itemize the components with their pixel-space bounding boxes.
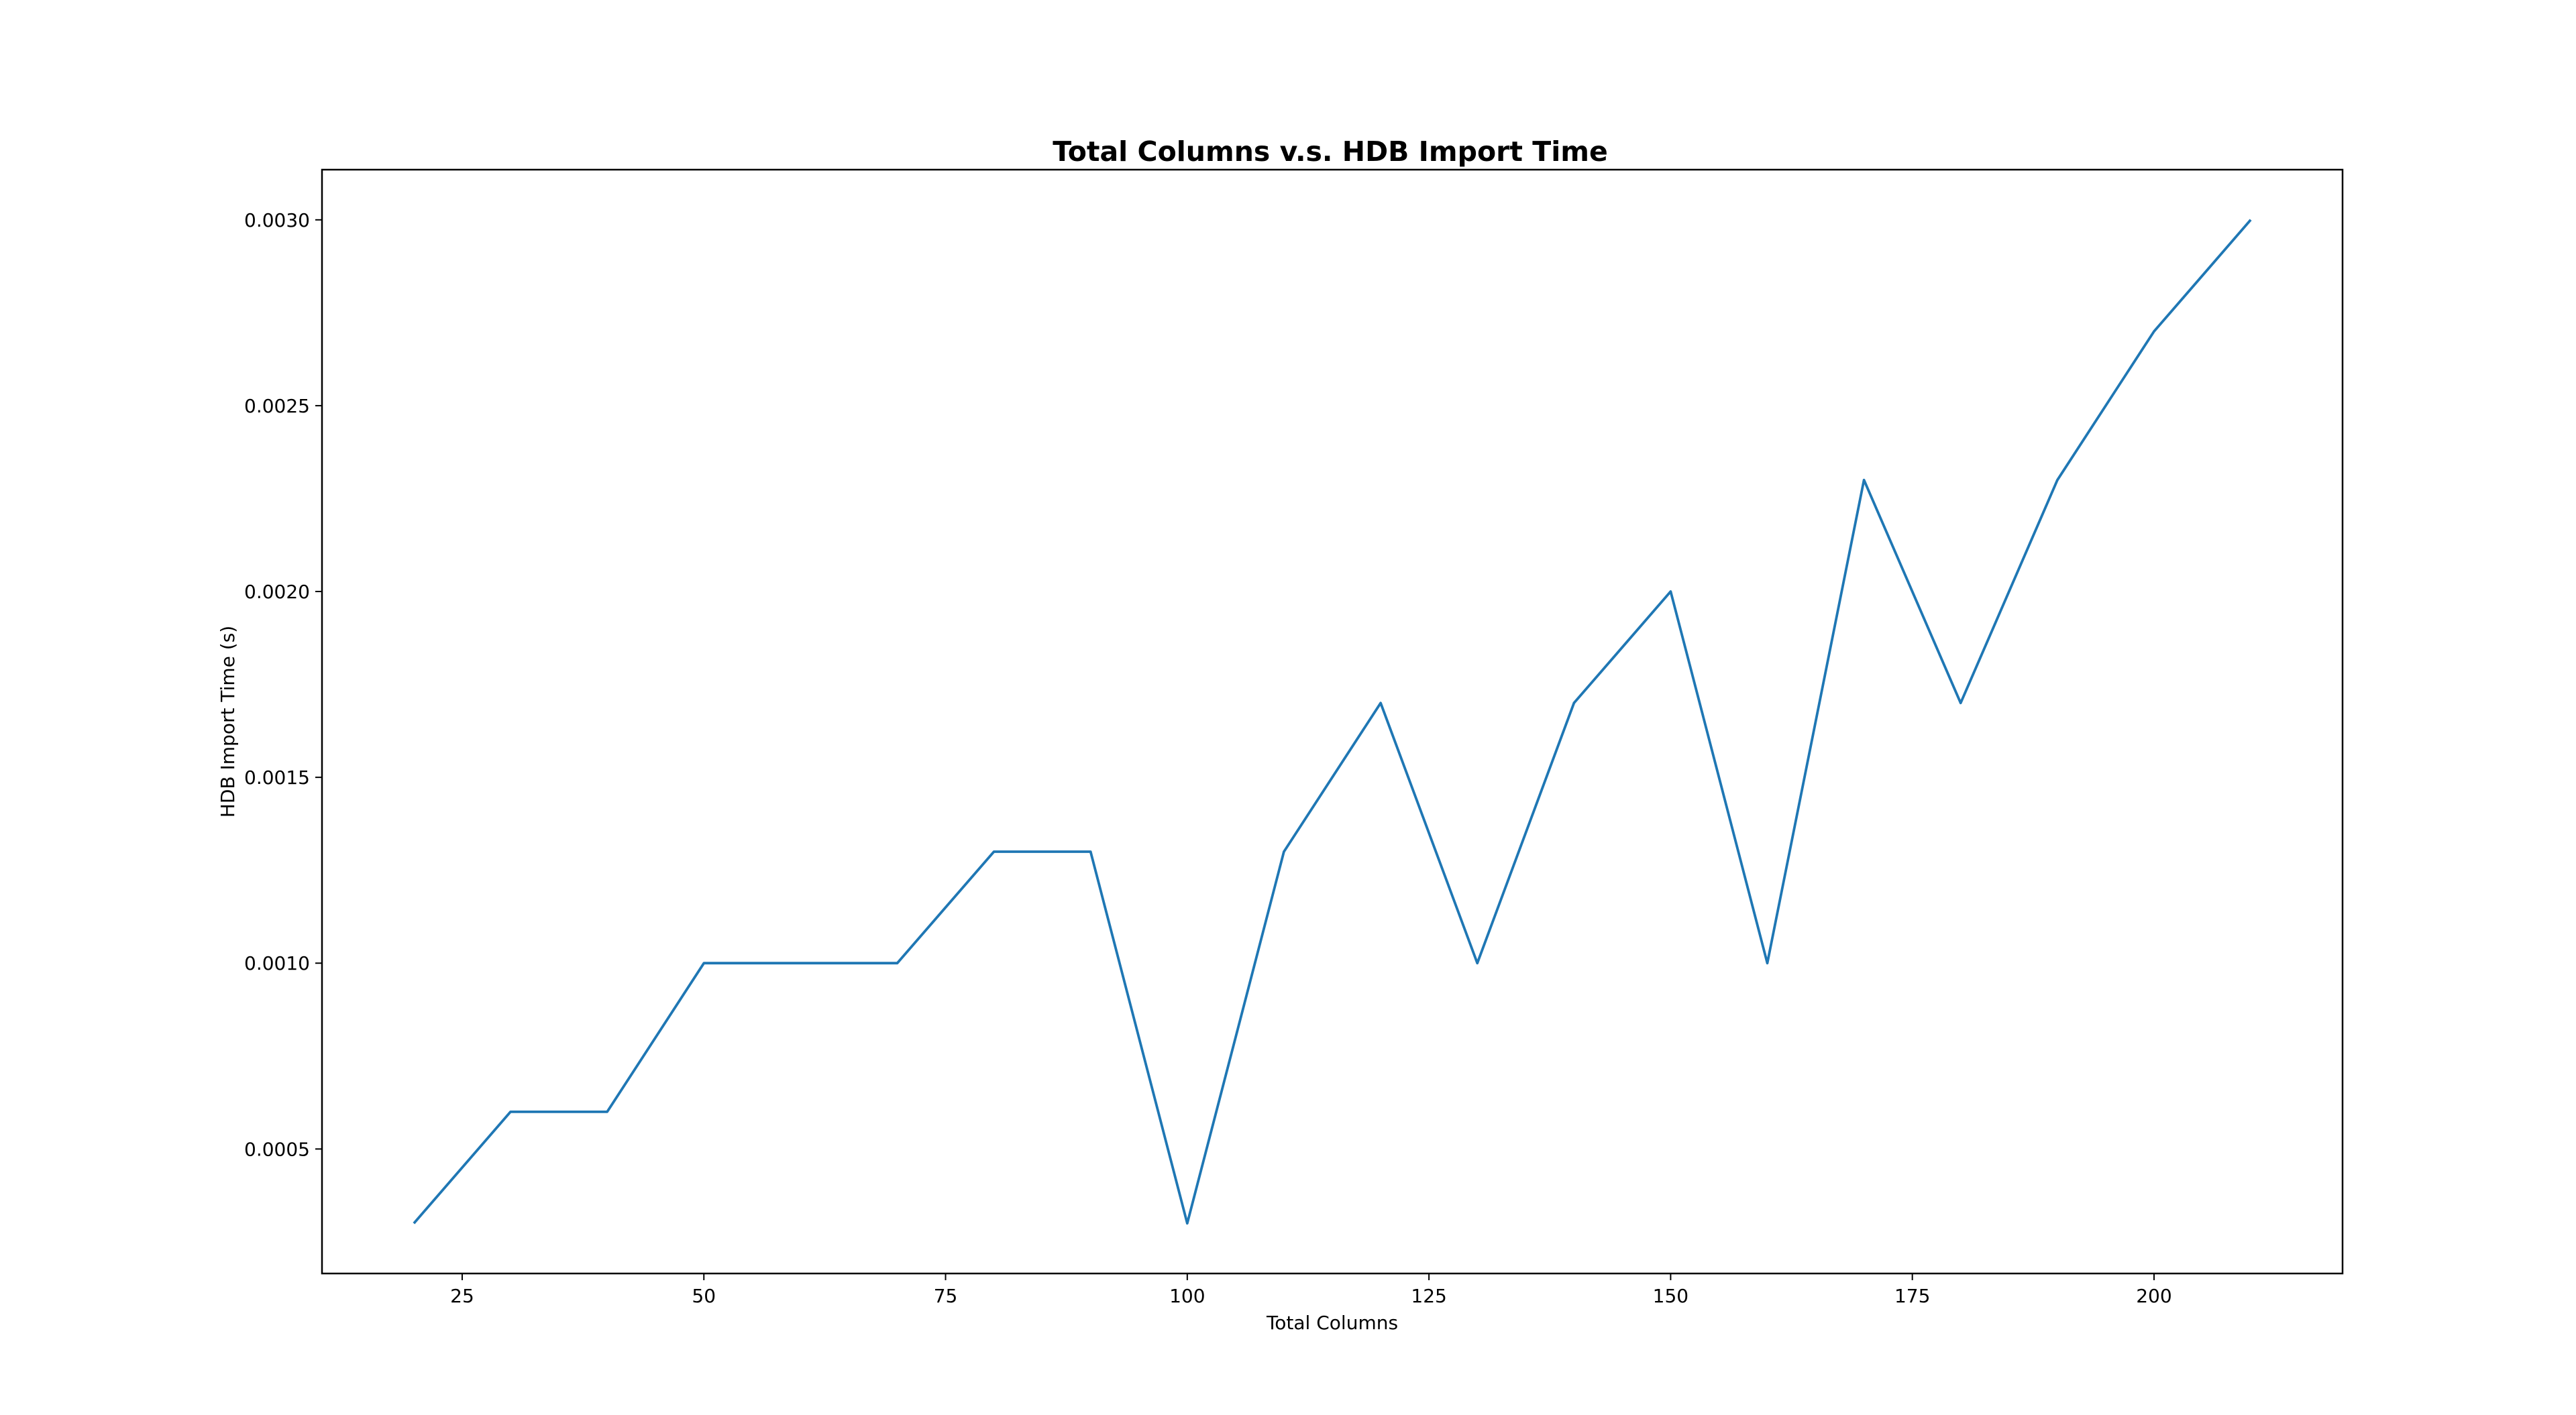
- plot-frame: [321, 168, 2344, 1275]
- x-tick-label: 100: [1169, 1285, 1205, 1307]
- x-tick-label: 25: [450, 1285, 474, 1307]
- y-tick-label: 0.0025: [244, 395, 310, 417]
- x-tick-label: 200: [2136, 1285, 2171, 1307]
- y-axis-label: HDB Import Time (s): [217, 626, 239, 817]
- chart-title: Total Columns v.s. HDB Import Time: [1053, 135, 1608, 168]
- x-tick-label: 125: [1411, 1285, 1446, 1307]
- y-axis: 0.0005 0.0010 0.0015 0.0020 0.0025 0.0030: [244, 209, 322, 1160]
- y-tick-label: 0.0030: [244, 209, 310, 231]
- x-tick-label: 50: [692, 1285, 716, 1307]
- y-tick-label: 0.0015: [244, 767, 310, 789]
- x-axis-label: Total Columns: [1266, 1312, 1398, 1334]
- y-tick-label: 0.0010: [244, 952, 310, 974]
- x-axis: 25 50 75 100 125 150 175 200: [450, 1274, 2172, 1307]
- x-tick-label: 175: [1894, 1285, 1930, 1307]
- series-line: [413, 219, 2252, 1225]
- y-tick-label: 0.0020: [244, 581, 310, 603]
- x-tick-label: 75: [934, 1285, 958, 1307]
- x-tick-label: 150: [1653, 1285, 1688, 1307]
- y-tick-label: 0.0005: [244, 1138, 310, 1160]
